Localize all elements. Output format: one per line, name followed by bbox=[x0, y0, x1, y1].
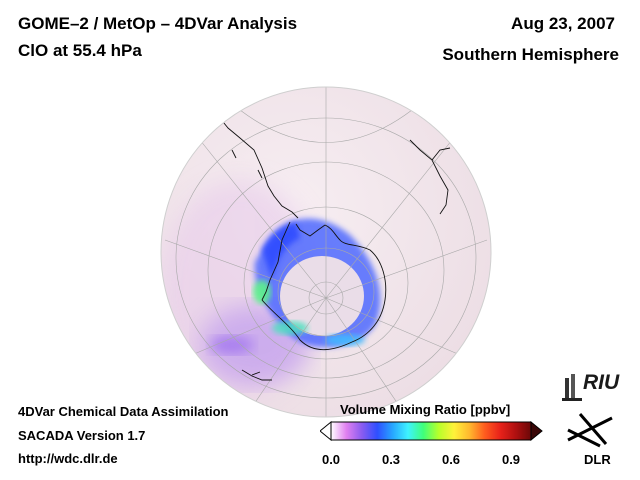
colorbar bbox=[320, 420, 543, 442]
hemisphere-label: Southern Hemisphere bbox=[442, 45, 619, 64]
footer-url: http://wdc.dlr.de bbox=[18, 451, 118, 466]
colorbar-over-arrow bbox=[530, 420, 543, 442]
colorbar-under-arrow bbox=[320, 420, 332, 442]
riu-building-icon bbox=[562, 374, 582, 401]
dlr-logo-text: DLR bbox=[584, 452, 611, 467]
colorbar-tick-2: 0.6 bbox=[441, 452, 461, 467]
globe-outline bbox=[160, 86, 492, 418]
map-subtitle: ClO at 55.4 hPa bbox=[18, 41, 142, 60]
coastlines bbox=[214, 109, 461, 381]
map-title: GOME–2 / MetOp – 4DVar Analysis bbox=[18, 14, 298, 33]
colorbar-tick-1: 0.3 bbox=[381, 452, 401, 467]
riu-logo-text: RIU bbox=[583, 371, 620, 394]
colorbar-tick-0: 0.0 bbox=[321, 452, 341, 467]
colorbar-gradient bbox=[330, 421, 532, 441]
colorbar-title: Volume Mixing Ratio [ppbv] bbox=[340, 402, 511, 417]
footer-version: SACADA Version 1.7 bbox=[18, 428, 146, 443]
map-date: Aug 23, 2007 bbox=[511, 14, 615, 33]
dlr-logo-icon bbox=[567, 413, 613, 448]
colorbar-tick-3: 0.9 bbox=[501, 452, 521, 467]
graticule bbox=[164, 87, 488, 417]
footer-assimilation: 4DVar Chemical Data Assimilation bbox=[18, 404, 229, 419]
